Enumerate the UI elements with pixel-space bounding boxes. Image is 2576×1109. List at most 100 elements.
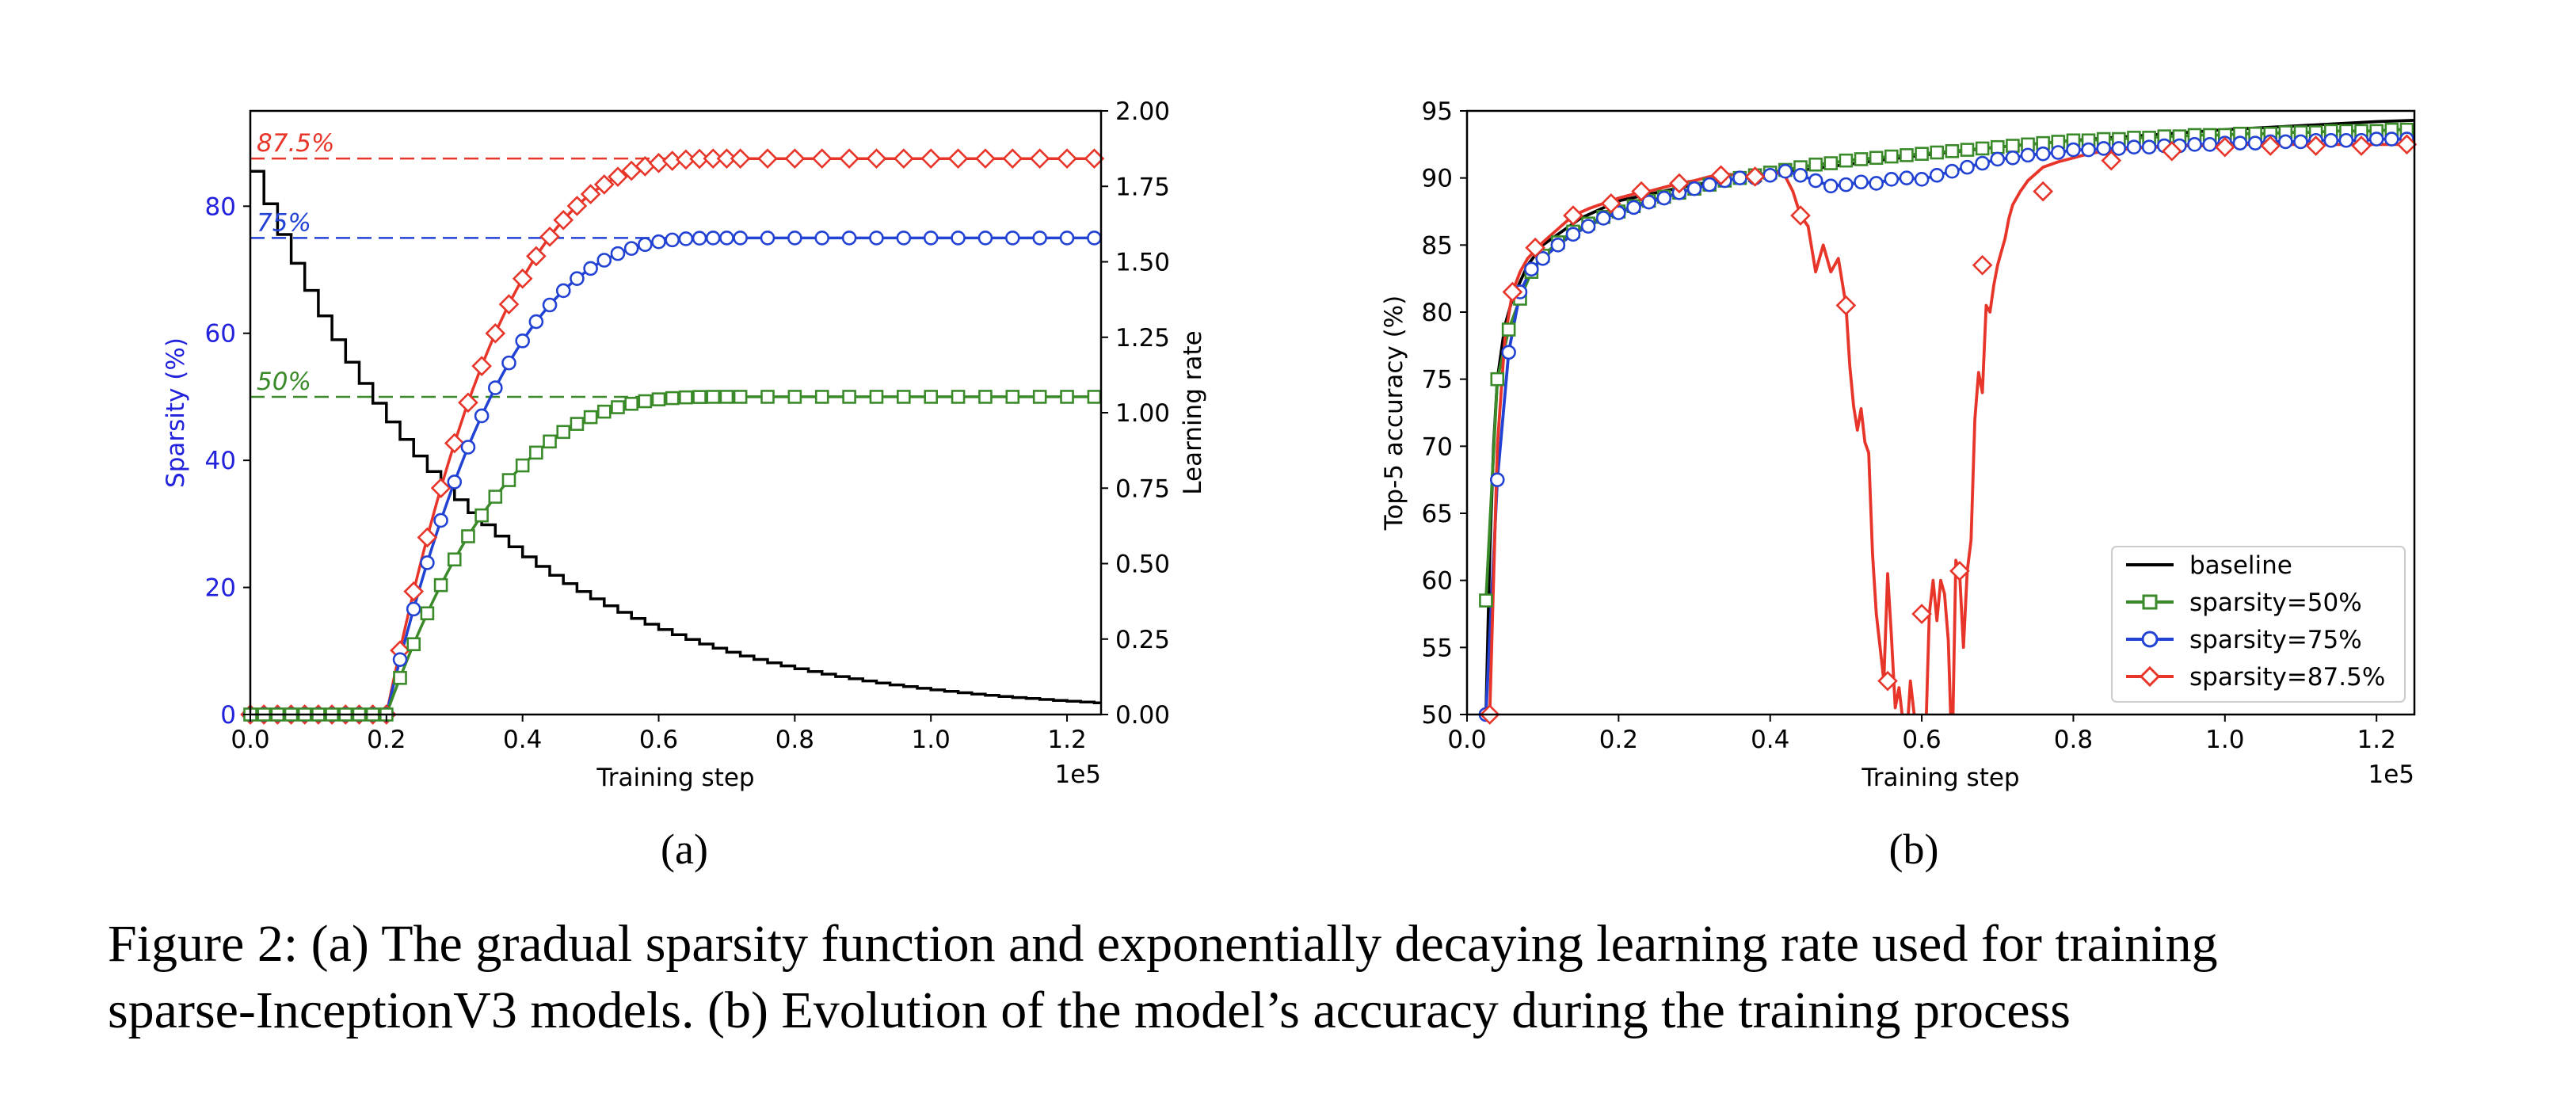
- caption-line-2: sparse-InceptionV3 models. (b) Evolution…: [108, 981, 2071, 1039]
- diamond-point: [593, 174, 615, 195]
- chart-a-frame: [249, 109, 1103, 716]
- square-point: [787, 390, 802, 404]
- square-point: [760, 390, 775, 404]
- diamond-point: [2101, 150, 2122, 171]
- square-point: [1975, 141, 1990, 156]
- diamond-point: [2305, 135, 2326, 156]
- y2-tick-label: 1.00: [1115, 399, 1170, 428]
- circle-point: [651, 234, 666, 250]
- circle-point: [623, 241, 639, 256]
- square-point: [406, 637, 421, 652]
- y-tick-label: 65: [1422, 500, 1453, 528]
- diamond-point: [2351, 135, 2372, 156]
- chart-a-xlabel: Training step: [596, 764, 754, 792]
- square-point: [719, 390, 734, 404]
- circle-point: [2247, 135, 2263, 151]
- chart-b-markers: [1478, 122, 2418, 725]
- diamond-point: [716, 148, 737, 169]
- circle-point: [1945, 163, 1960, 179]
- y2-tick-label: 1.50: [1115, 249, 1170, 277]
- sparsity-line: [250, 236, 1101, 716]
- diamond-point: [1835, 295, 1857, 316]
- square-point: [543, 434, 557, 449]
- circle-point: [1884, 172, 1900, 187]
- diamond-point: [703, 148, 724, 170]
- circle-point: [2232, 135, 2248, 151]
- diamond-point: [498, 294, 520, 314]
- circle-point: [610, 246, 626, 261]
- diamond-point: [1525, 237, 1545, 258]
- x-tick-label: 0.8: [2054, 726, 2093, 754]
- legend-entry-sparsity-75: sparsity=75%: [2126, 626, 2362, 654]
- circle-point: [1032, 231, 1047, 246]
- circle-point: [977, 231, 993, 246]
- circle-point: [555, 283, 571, 299]
- diamond-point: [1744, 166, 1766, 187]
- square-point: [1823, 156, 1839, 170]
- circle-point: [1524, 261, 1539, 277]
- legend-label-sparsity-75: sparsity=75%: [2189, 626, 2362, 654]
- circle-point: [460, 440, 476, 455]
- learning-rate-line: [250, 170, 1101, 704]
- circle-point: [1975, 155, 1990, 171]
- target-label: 75%: [257, 208, 311, 237]
- square-point: [869, 390, 884, 404]
- chart-a-left-ticks: 0 20 40 60 80: [205, 192, 250, 730]
- circle-point: [501, 355, 516, 371]
- x-tick-label: 0.0: [1447, 726, 1486, 754]
- square-point: [897, 390, 911, 404]
- chart-b-xlabel: Training step: [1861, 764, 2019, 792]
- y-tick-label: 60: [205, 320, 236, 349]
- y-tick-label: 90: [1422, 165, 1453, 193]
- circle-point: [2111, 141, 2127, 156]
- square-point: [924, 390, 938, 404]
- y2-tick-label: 0.50: [1115, 551, 1170, 579]
- circle-point: [420, 555, 435, 570]
- y2-tick-label: 1.25: [1115, 324, 1170, 353]
- y-tick-label: 50: [1422, 701, 1453, 730]
- diamond-point: [539, 227, 560, 247]
- circle-point: [1501, 345, 1516, 360]
- square-point: [501, 473, 516, 487]
- circle-point: [1808, 173, 1823, 189]
- circle-point: [447, 474, 463, 490]
- circle-point: [1565, 227, 1581, 242]
- diamond-point: [566, 196, 588, 216]
- x-tick-label: 0.4: [503, 726, 542, 754]
- square-point: [679, 390, 693, 405]
- square-point: [1501, 322, 1516, 337]
- circle-point: [2051, 145, 2066, 160]
- chart-a-annotations: 87.5% 75% 50%: [257, 129, 334, 396]
- circle-point: [733, 231, 748, 246]
- square-point: [1490, 372, 1505, 387]
- x-tick-label: 0.6: [1902, 726, 1941, 754]
- circle-point: [692, 231, 707, 246]
- diamond-point: [1877, 670, 1898, 692]
- diamond-point: [430, 478, 452, 498]
- chart-b-legend: baseline sparsity=50% sparsity=75% spars…: [2111, 546, 2406, 703]
- chart-b-ylabel: Top-5 accuracy (%): [1380, 295, 1408, 531]
- legend-label-sparsity-87-5: sparsity=87.5%: [2189, 663, 2385, 692]
- chart-a-x-ticks: 0.0 0.2 0.4 0.6 0.8 1.0 1.2: [231, 715, 1087, 754]
- circle-point: [1869, 176, 1884, 191]
- circle-point: [1960, 159, 1975, 175]
- legend-label-baseline: baseline: [2189, 551, 2292, 580]
- circle-point: [583, 261, 598, 276]
- y2-tick-label: 1.75: [1115, 173, 1170, 201]
- chart-a-markers: [240, 148, 1105, 725]
- legend-entry-sparsity-50: sparsity=50%: [2126, 589, 2362, 617]
- diamond-point: [1563, 205, 1583, 226]
- square-point: [1087, 390, 1102, 404]
- circle-point: [1656, 190, 1672, 206]
- x-tick-label: 1.0: [2205, 726, 2244, 754]
- y2-tick-label: 0.25: [1115, 626, 1170, 654]
- square-point: [1960, 143, 1975, 157]
- diamond-point: [2396, 134, 2418, 155]
- y-tick-label: 75: [1422, 366, 1453, 394]
- square-point: [814, 390, 829, 404]
- diamond-point: [866, 148, 887, 169]
- y-tick-label: 40: [205, 447, 236, 475]
- diamond-point: [1669, 173, 1690, 194]
- square-point: [529, 445, 543, 460]
- circle-point: [2096, 141, 2112, 156]
